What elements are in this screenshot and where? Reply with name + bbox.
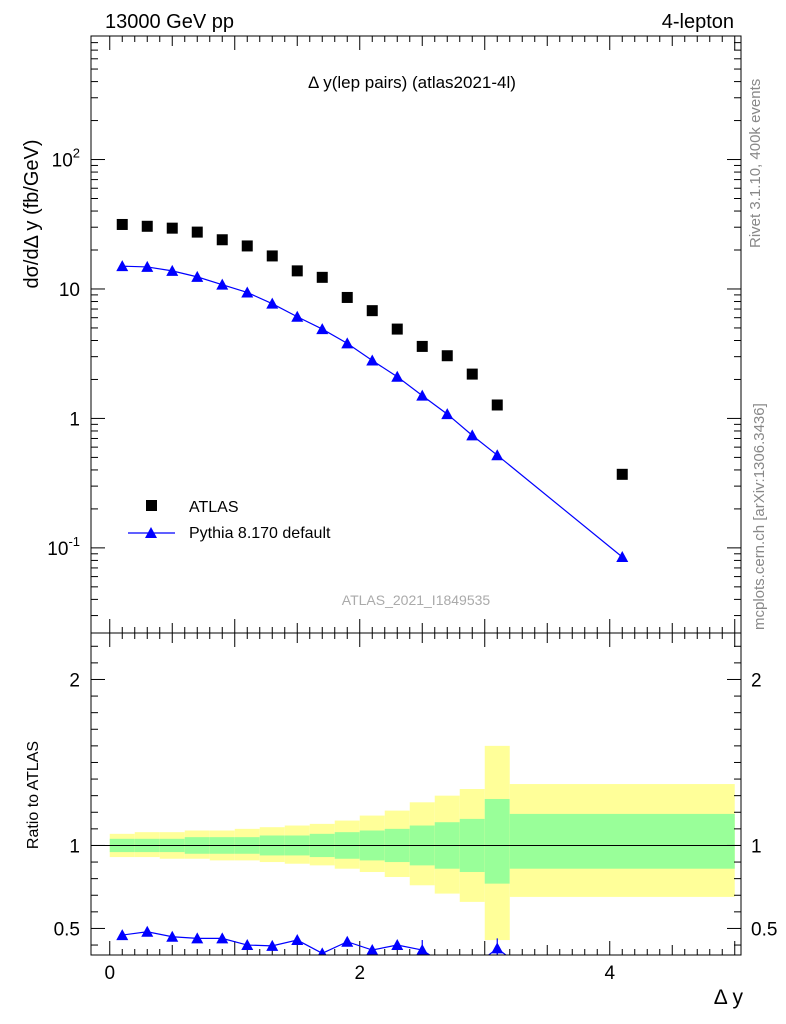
ratio-stat-band — [509, 813, 735, 869]
atlas-point — [316, 271, 328, 283]
ratio-point — [291, 934, 304, 946]
pythia-point — [441, 408, 454, 420]
x-tick-label: 2 — [354, 963, 365, 984]
y-tick-label: 1 — [69, 409, 80, 430]
y-tick-label: 10 — [59, 280, 80, 301]
pythia-point — [466, 429, 479, 441]
ratio-series-pythia — [116, 925, 507, 955]
pythia-point — [241, 286, 254, 298]
ratio-point — [241, 939, 254, 951]
y-axis-label: dσ/dΔ y (fb/GeV) — [21, 139, 43, 288]
pythia-point — [341, 337, 354, 349]
pythia-point — [216, 278, 229, 290]
series-pythia — [116, 260, 629, 563]
watermark: ATLAS_2021_I1849535 — [342, 592, 491, 608]
atlas-point — [166, 222, 178, 234]
legend-atlas-label: ATLAS — [189, 499, 239, 516]
ratio-line — [122, 931, 431, 955]
pythia-point — [191, 270, 204, 282]
ratio-tick-label-right: 1 — [751, 836, 762, 857]
ratio-axis-ticks — [91, 633, 741, 955]
pythia-point — [616, 551, 629, 563]
ratio-stat-band — [484, 798, 510, 884]
y-tick-label: 10-1 — [47, 534, 80, 560]
main-axis-ticks — [91, 35, 741, 633]
pythia-point — [416, 389, 429, 401]
ratio-panel: 0.5 0.5 1 1 2 2 Ratio to ATLAS 0 2 4 Δ y — [25, 632, 777, 1009]
ratio-tick-label-right: 2 — [751, 670, 762, 691]
ratio-point — [266, 939, 279, 951]
atlas-point — [441, 350, 453, 362]
ratio-point — [391, 939, 404, 951]
main-panel: Δ y(lep pairs) (atlas2021-4l) dσ/dΔ y (f… — [21, 35, 742, 634]
atlas-point — [466, 368, 478, 380]
atlas-point — [391, 323, 403, 335]
ratio-point — [191, 932, 204, 944]
legend: ATLAS Pythia 8.170 default — [128, 499, 331, 542]
pythia-point — [141, 260, 154, 272]
legend-pythia-marker — [145, 527, 157, 538]
pythia-point — [316, 323, 329, 335]
legend-pythia-label: Pythia 8.170 default — [189, 525, 331, 542]
pythia-point — [166, 264, 179, 276]
ratio-point — [166, 930, 179, 942]
atlas-point — [266, 250, 278, 262]
atlas-point — [116, 218, 128, 230]
atlas-point — [416, 340, 428, 352]
pythia-point — [491, 449, 504, 461]
pythia-point — [366, 354, 379, 366]
mcplots-label: mcplots.cern.ch [arXiv:1306.3436] — [751, 403, 768, 630]
header-energy: 13000 GeV pp — [105, 11, 234, 33]
pythia-point — [116, 260, 129, 272]
pythia-point — [291, 310, 304, 322]
ratio-axis-label: Ratio to ATLAS — [25, 741, 42, 849]
ratio-point — [366, 944, 379, 955]
atlas-point — [366, 305, 378, 317]
header-channel: 4-lepton — [662, 11, 734, 33]
atlas-point — [216, 234, 228, 246]
ratio-point — [318, 947, 327, 955]
ratio-point — [216, 932, 229, 944]
ratio-tick-label-left: 1 — [69, 836, 80, 857]
atlas-point — [291, 265, 303, 277]
ratio-point — [341, 935, 354, 947]
main-frame — [90, 35, 742, 634]
y-tick-label: 102 — [52, 146, 80, 172]
pythia-point — [266, 297, 279, 309]
main-title: Δ y(lep pairs) (atlas2021-4l) — [308, 73, 516, 92]
rivet-label: Rivet 3.1.10, 400k events — [747, 79, 764, 248]
ratio-tick-label-left: 2 — [69, 670, 80, 691]
pythia-point — [391, 370, 404, 382]
atlas-point — [241, 240, 253, 252]
x-tick-label: 0 — [104, 963, 115, 984]
x-tick-label: 4 — [604, 963, 615, 984]
atlas-point — [141, 220, 153, 232]
x-axis-label: Δ y — [714, 986, 744, 1009]
legend-atlas-marker — [146, 500, 157, 511]
atlas-point — [491, 399, 503, 411]
ratio-point — [141, 925, 154, 937]
atlas-point — [616, 468, 628, 480]
ratio-tick-label-right: 0.5 — [751, 919, 777, 940]
ratio-tick-label-left: 0.5 — [54, 919, 80, 940]
ratio-frame — [90, 632, 742, 956]
ratio-point — [116, 929, 129, 941]
series-atlas — [116, 218, 628, 480]
atlas-point — [341, 291, 353, 303]
atlas-point — [191, 226, 203, 238]
